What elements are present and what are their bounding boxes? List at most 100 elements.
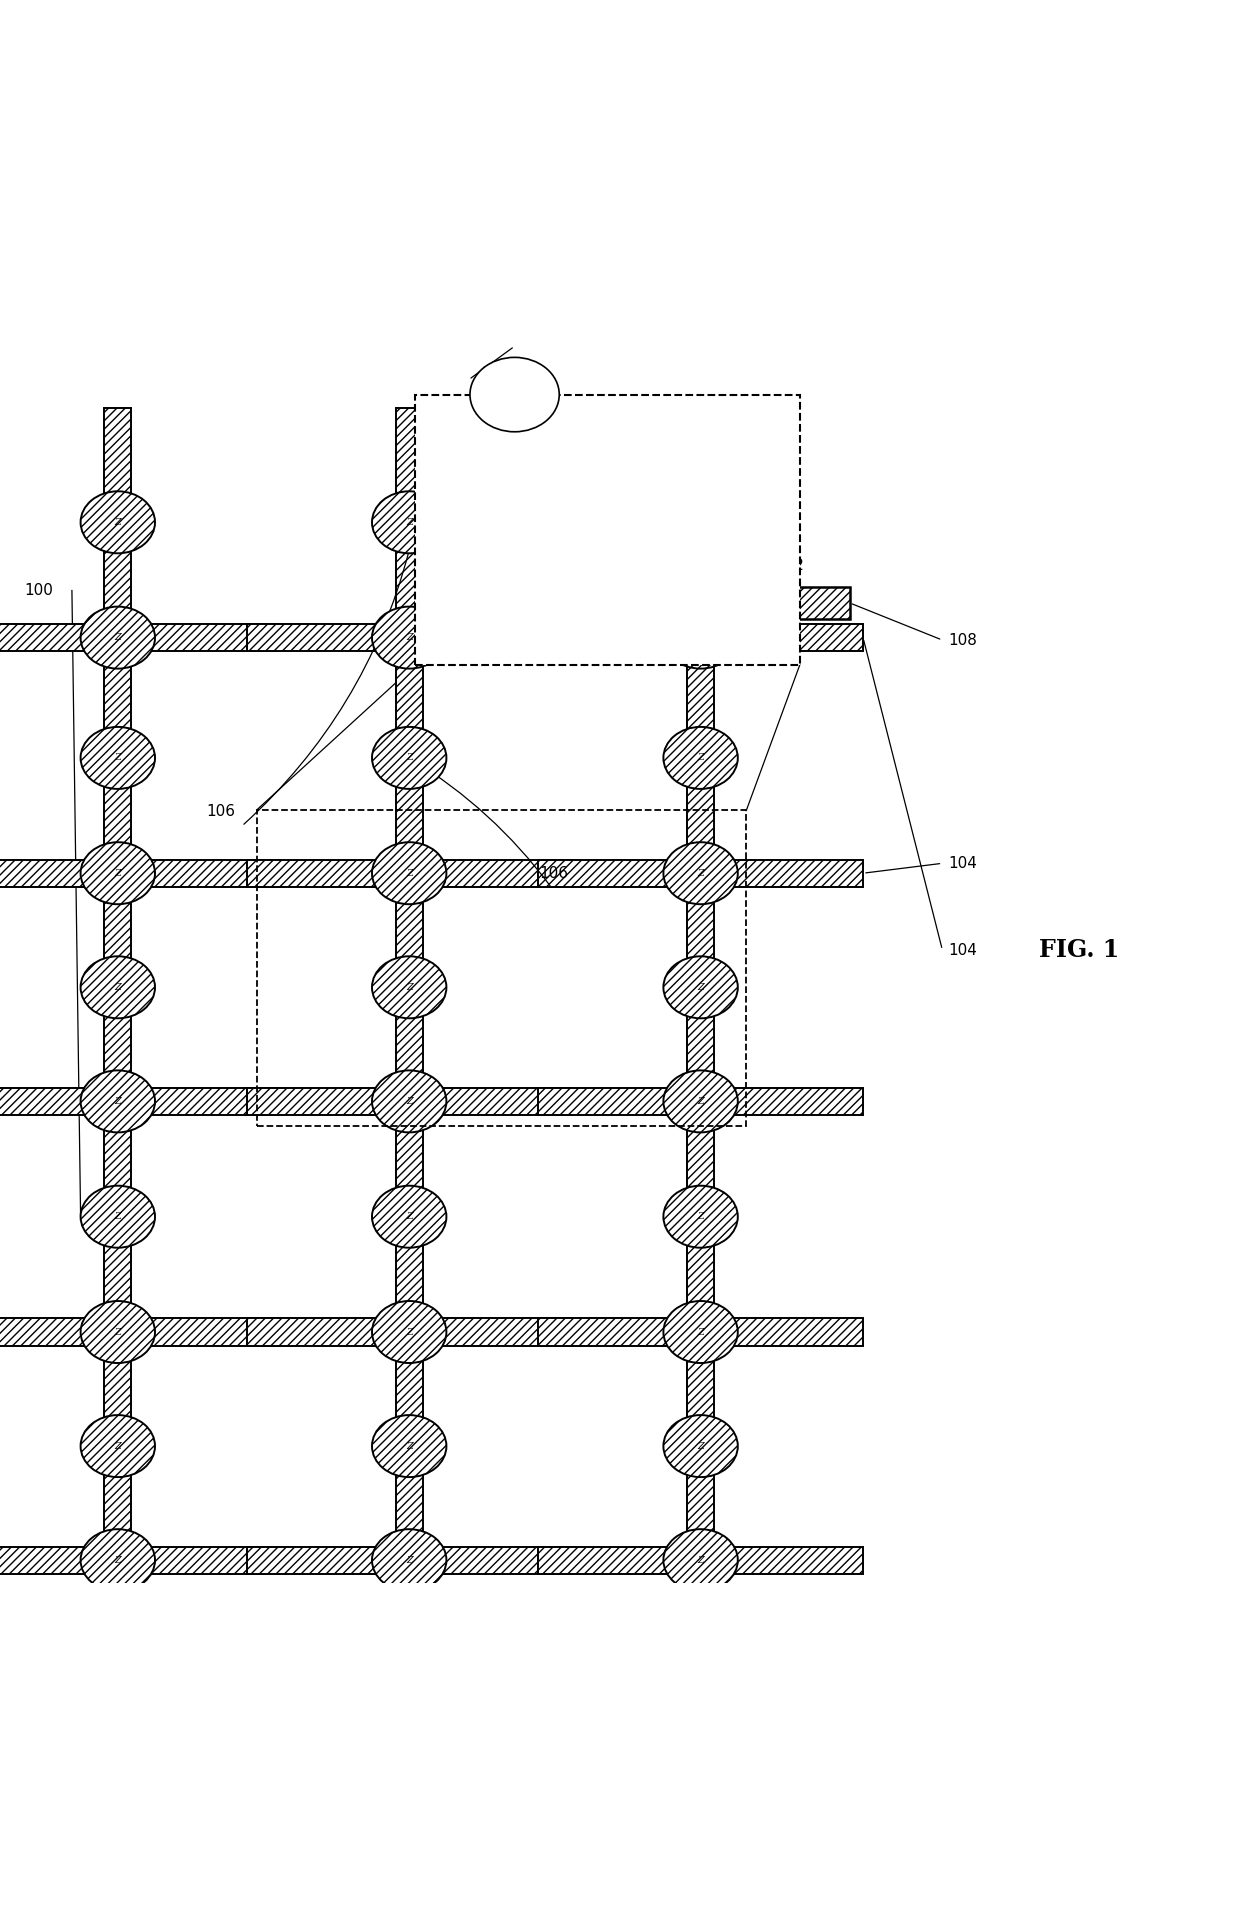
Bar <box>396 1238 423 1332</box>
Text: Z: Z <box>697 633 704 643</box>
Ellipse shape <box>663 606 738 668</box>
Bar <box>415 395 800 664</box>
Text: Z: Z <box>405 633 413 643</box>
Ellipse shape <box>663 1415 738 1476</box>
Bar <box>396 408 423 500</box>
Text: Z: Z <box>697 1097 704 1105</box>
Bar <box>727 1088 863 1115</box>
Ellipse shape <box>663 1528 738 1592</box>
Text: Z: Z <box>697 1442 704 1451</box>
Text: Z: Z <box>114 984 122 991</box>
Bar <box>0 624 92 651</box>
Text: Z: Z <box>697 984 704 991</box>
Bar <box>144 624 280 651</box>
Text: Z: Z <box>114 1213 122 1220</box>
Bar <box>0 860 92 887</box>
Text: Z: Z <box>405 753 413 762</box>
Bar <box>104 545 131 637</box>
Bar <box>687 1467 714 1561</box>
Bar <box>0 1319 92 1346</box>
Text: Z: Z <box>405 1097 413 1105</box>
Bar <box>435 624 572 651</box>
Bar <box>465 587 626 620</box>
Text: Z: Z <box>405 868 413 878</box>
Bar <box>247 1319 383 1346</box>
Bar <box>144 1546 280 1575</box>
Ellipse shape <box>663 1301 738 1363</box>
Ellipse shape <box>81 1415 155 1476</box>
Text: Z: Z <box>697 518 704 527</box>
Text: 102: 102 <box>775 558 804 574</box>
Bar <box>687 1332 714 1424</box>
Bar <box>538 1088 675 1115</box>
Bar <box>0 1088 92 1115</box>
Bar <box>687 643 714 735</box>
Text: Z: Z <box>511 487 518 497</box>
Text: Z: Z <box>405 1213 413 1220</box>
Bar <box>144 860 280 887</box>
Bar <box>538 624 675 651</box>
Ellipse shape <box>663 957 738 1018</box>
Text: Z: Z <box>653 599 661 608</box>
Bar <box>435 860 572 887</box>
Text: 108: 108 <box>949 633 977 647</box>
Bar <box>104 408 131 500</box>
Text: 106: 106 <box>539 866 568 882</box>
Bar <box>538 1319 675 1346</box>
Ellipse shape <box>663 1070 738 1132</box>
Ellipse shape <box>81 728 155 789</box>
Bar <box>104 1238 131 1332</box>
Text: Z: Z <box>114 1097 122 1105</box>
Bar <box>104 780 131 872</box>
Text: 104: 104 <box>949 943 977 957</box>
Bar <box>104 1101 131 1195</box>
Ellipse shape <box>663 1186 738 1247</box>
Ellipse shape <box>372 728 446 789</box>
Bar <box>687 780 714 872</box>
Text: Z: Z <box>405 518 413 527</box>
Text: Z: Z <box>697 868 704 878</box>
Text: Z: Z <box>405 1328 413 1336</box>
Bar <box>687 872 714 966</box>
Ellipse shape <box>81 606 155 668</box>
Ellipse shape <box>372 1301 446 1363</box>
Ellipse shape <box>372 1070 446 1132</box>
Text: Z: Z <box>114 518 122 527</box>
Text: Z: Z <box>405 984 413 991</box>
Ellipse shape <box>372 606 446 668</box>
Text: Z: Z <box>405 1442 413 1451</box>
Text: Z: Z <box>697 753 704 762</box>
Ellipse shape <box>372 491 446 552</box>
Text: Z: Z <box>114 868 122 878</box>
Bar <box>104 1332 131 1424</box>
Bar <box>247 1088 383 1115</box>
Bar <box>727 1319 863 1346</box>
Bar <box>104 1467 131 1561</box>
Text: 106: 106 <box>207 805 236 818</box>
Bar <box>396 545 423 637</box>
Text: FIG. 1: FIG. 1 <box>1039 937 1118 962</box>
Bar <box>498 518 531 620</box>
Text: Z: Z <box>114 633 122 643</box>
Bar <box>247 860 383 887</box>
Bar <box>435 1319 572 1346</box>
Bar <box>687 1238 714 1332</box>
Ellipse shape <box>663 843 738 905</box>
Bar <box>104 1009 131 1101</box>
Bar <box>104 643 131 735</box>
Bar <box>687 408 714 500</box>
Ellipse shape <box>81 1528 155 1592</box>
Ellipse shape <box>81 1186 155 1247</box>
Bar <box>687 1101 714 1195</box>
Bar <box>396 1467 423 1561</box>
Ellipse shape <box>663 728 738 789</box>
Bar <box>0 1546 92 1575</box>
Bar <box>104 872 131 966</box>
Bar <box>538 1546 675 1575</box>
Ellipse shape <box>613 566 702 641</box>
Text: 100: 100 <box>25 583 53 599</box>
Bar <box>247 1546 383 1575</box>
Bar <box>687 1009 714 1101</box>
Ellipse shape <box>81 1301 155 1363</box>
Bar <box>144 1088 280 1115</box>
